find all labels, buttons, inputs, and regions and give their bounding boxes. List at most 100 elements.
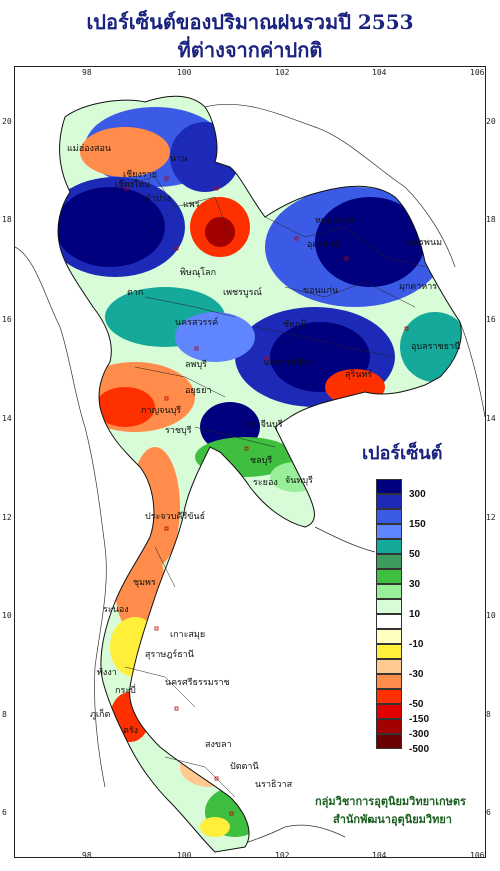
- place-label: กระบี่: [115, 686, 136, 696]
- legend-swatch: [376, 569, 402, 584]
- cambodia-coast: [314, 526, 376, 553]
- legend-label: 30: [409, 579, 421, 590]
- place-label: น่าน: [170, 154, 188, 164]
- place-label: ราชบุรี: [165, 426, 192, 436]
- place-label: ระยอง: [253, 478, 278, 488]
- legend-swatch: [376, 614, 402, 629]
- legend-label: -300: [409, 729, 430, 740]
- place-label: ชลบุรี: [250, 456, 273, 466]
- legend-swatch: [376, 644, 402, 659]
- place-label: พังงา: [97, 668, 117, 678]
- legend-label: [409, 592, 469, 607]
- legend-label: -500: [409, 744, 430, 755]
- map-title-line-1: เปอร์เซ็นต์ของปริมาณฝนรวมปี 2553: [86, 10, 414, 34]
- lat-tick-label: 12: [2, 513, 12, 522]
- lon-tick-label: 102: [275, 68, 290, 77]
- lat-tick-label: 16: [2, 315, 12, 324]
- lat-tick-label-right: 6: [486, 808, 491, 817]
- legend-swatch: [376, 584, 402, 599]
- lon-tick-label-bottom: 98: [82, 851, 92, 860]
- legend-label: [409, 622, 469, 637]
- place-label: ชัยภูมิ: [283, 320, 307, 330]
- legend-title: เปอร์เซ็นต์: [362, 443, 443, 464]
- map-title-line-2: ที่ต่างจากค่าปกติ: [177, 38, 323, 62]
- lat-tick-label-right: 14: [486, 414, 496, 423]
- place-label: ภูเก็ต: [90, 710, 111, 720]
- place-label: ลพบุรี: [185, 360, 207, 370]
- place-label: พิษณุโลก: [180, 268, 217, 278]
- legend-labels: 300 150 50 30 10 -10 -30 -50 -150 -300 -500: [409, 479, 469, 755]
- place-label: เชียงราย: [123, 170, 158, 180]
- lat-tick-label: 20: [2, 117, 12, 126]
- place-label: ชุมพร: [133, 578, 156, 588]
- legend-swatch: [376, 734, 402, 749]
- place-label: หนองคาย: [315, 216, 354, 226]
- legend-swatch: [376, 629, 402, 644]
- place-label: จันทบุรี: [285, 476, 313, 486]
- lon-tick-label: 106: [470, 68, 485, 77]
- credit-line-2: สำนักพัฒนาอุตุนิยมวิทยา: [333, 813, 452, 826]
- place-label: กาญจนบุรี: [141, 406, 182, 416]
- legend-swatch: [376, 689, 402, 704]
- legend-label: 300: [409, 489, 426, 500]
- lat-tick-label: 14: [2, 414, 12, 423]
- lat-tick-label-right: 10: [486, 611, 496, 620]
- lon-tick-label-bottom: 100: [177, 851, 192, 860]
- station-markers: [124, 176, 409, 816]
- legend-label: [409, 652, 469, 667]
- place-label: นครศรีธรรมราช: [165, 678, 230, 688]
- place-label: นครสวรรค์: [175, 318, 219, 328]
- thailand-border: [57, 95, 462, 853]
- place-label: ลำปาง: [145, 194, 171, 204]
- myanmar-coastline: [15, 246, 107, 788]
- lon-tick-label: 98: [82, 68, 92, 77]
- place-label: ขอนแก่น: [303, 286, 339, 296]
- lon-tick-label-bottom: 104: [372, 851, 387, 860]
- legend-swatch: [376, 479, 402, 494]
- place-label: สงขลา: [205, 740, 232, 750]
- lat-tick-label: 18: [2, 215, 12, 224]
- legend-swatch: [376, 509, 402, 524]
- place-label: ประจวบคีรีขันธ์: [145, 512, 206, 522]
- legend-label: -150: [409, 714, 430, 725]
- thailand-rainfall-map: [15, 95, 485, 853]
- map-frame: แม่ฮ่องสอน เชียงราย น่าน เชียงใหม่ ลำปาง…: [14, 66, 486, 858]
- place-label: มุกดาหาร: [399, 282, 438, 292]
- place-label: นครพนม: [407, 238, 443, 248]
- lon-tick-label: 100: [177, 68, 192, 77]
- place-label: แพร่: [183, 200, 200, 210]
- place-label: เชียงใหม่: [115, 180, 151, 190]
- place-label: ตรัง: [123, 726, 139, 736]
- place-label: อุบลราชธานี: [411, 342, 461, 352]
- legend-label: -10: [409, 639, 424, 650]
- place-label: นครราชสีมา: [263, 358, 313, 368]
- place-label: สุรินทร์: [345, 370, 373, 380]
- lon-tick-label-bottom: 106: [470, 851, 485, 860]
- lon-tick-label-bottom: 102: [275, 851, 290, 860]
- legend-swatch: [376, 674, 402, 689]
- place-label: ระนอง: [103, 605, 129, 615]
- lat-tick-label: 10: [2, 611, 12, 620]
- legend-label: [409, 562, 469, 577]
- legend-swatch: [376, 704, 402, 719]
- lat-tick-label-right: 16: [486, 315, 496, 324]
- legend-label: [409, 682, 469, 697]
- place-label: ตาก: [127, 288, 144, 298]
- legend-swatch: [376, 719, 402, 734]
- legend-swatch: [376, 524, 402, 539]
- place-label: ปราจีนบุรี: [245, 420, 283, 430]
- legend-label: -50: [409, 699, 424, 710]
- legend-color-bar: [376, 479, 402, 749]
- province-boundaries: [114, 176, 426, 798]
- legend-swatch: [376, 659, 402, 674]
- place-label: นราธิวาส: [255, 780, 293, 790]
- lat-tick-label-right: 20: [486, 117, 496, 126]
- legend-label: [409, 532, 469, 547]
- lat-tick-label: 8: [2, 710, 7, 719]
- place-label: เพชรบูรณ์: [223, 288, 262, 298]
- legend-label: 150: [409, 519, 426, 530]
- legend-label: [409, 502, 469, 517]
- place-label: แม่ฮ่องสอน: [67, 144, 112, 154]
- place-label: อุดรธานี: [307, 240, 340, 250]
- east-border: [459, 321, 485, 418]
